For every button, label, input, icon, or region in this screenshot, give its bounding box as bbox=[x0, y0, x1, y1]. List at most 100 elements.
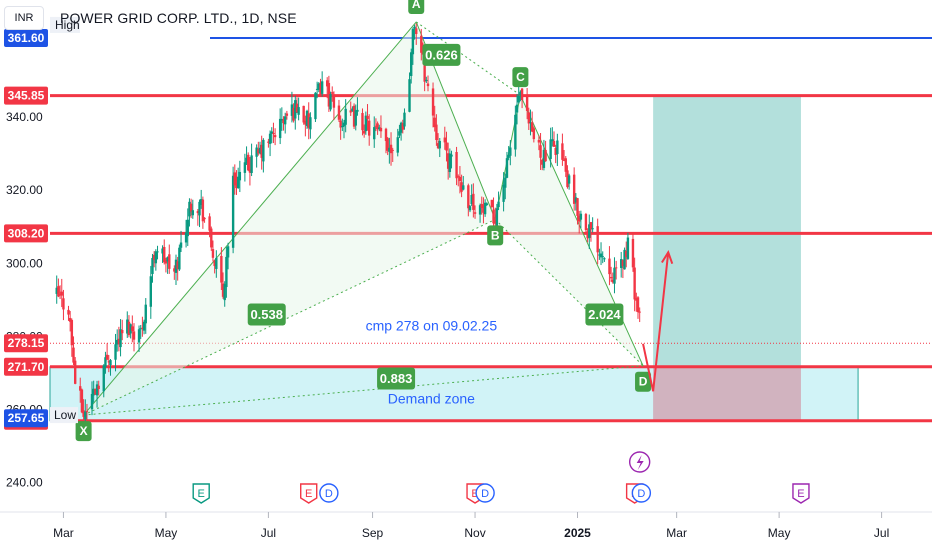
candle bbox=[131, 315, 134, 343]
ratio-label-bg bbox=[247, 303, 286, 326]
candle-body bbox=[562, 159, 566, 161]
candle bbox=[210, 226, 213, 251]
candle-body bbox=[284, 116, 287, 125]
candle-body bbox=[70, 320, 74, 346]
x-tick-label: Mar bbox=[666, 526, 687, 540]
candle-body bbox=[248, 169, 252, 173]
candle-body bbox=[426, 83, 430, 87]
candle-body bbox=[339, 120, 342, 128]
lightning-icon bbox=[636, 455, 644, 470]
candle-body bbox=[584, 214, 588, 231]
candle bbox=[74, 357, 77, 385]
candle-body bbox=[396, 137, 399, 153]
candle-body bbox=[621, 260, 625, 267]
candle bbox=[68, 310, 72, 332]
candle bbox=[201, 196, 205, 229]
candle bbox=[85, 403, 89, 422]
point-label-bg bbox=[635, 371, 652, 392]
candle-body bbox=[386, 138, 389, 151]
dividend-event-icon[interactable]: D bbox=[475, 483, 495, 503]
candle-body bbox=[255, 147, 258, 157]
candle bbox=[561, 133, 564, 166]
candle bbox=[139, 324, 142, 339]
pattern-point-b: B bbox=[487, 225, 504, 246]
candle bbox=[608, 246, 611, 286]
candle-body bbox=[326, 80, 329, 87]
candle bbox=[290, 91, 294, 123]
earnings-event-icon[interactable]: E bbox=[792, 483, 810, 504]
candle-body bbox=[366, 115, 369, 119]
candle bbox=[67, 305, 70, 321]
candle-body bbox=[376, 123, 379, 130]
candle-body bbox=[520, 88, 524, 100]
candle bbox=[156, 245, 159, 260]
candle-body bbox=[502, 184, 505, 202]
candle bbox=[572, 167, 576, 211]
candle-body bbox=[549, 139, 552, 159]
candle-body bbox=[636, 297, 640, 313]
earnings-event-icon[interactable]: E bbox=[192, 483, 210, 504]
candle bbox=[342, 119, 346, 139]
candle-body bbox=[541, 159, 544, 165]
candle-body bbox=[411, 29, 415, 55]
candle-body bbox=[596, 226, 599, 253]
pattern-point-d: D bbox=[635, 371, 652, 392]
position-target-zone bbox=[653, 95, 801, 367]
candle bbox=[284, 112, 287, 134]
candle bbox=[351, 106, 354, 112]
candle-body bbox=[389, 144, 393, 154]
currency-button[interactable]: INR bbox=[4, 6, 44, 30]
candle-body bbox=[572, 174, 576, 204]
candle-body bbox=[337, 105, 341, 120]
candle bbox=[478, 203, 482, 223]
candle-body bbox=[608, 258, 611, 275]
candle bbox=[70, 318, 74, 357]
candle-body bbox=[60, 291, 63, 296]
candle bbox=[151, 253, 154, 283]
x-tick-label: Sep bbox=[362, 526, 384, 540]
candle bbox=[364, 111, 368, 135]
candle-body bbox=[305, 110, 309, 126]
candle-body bbox=[168, 254, 171, 269]
candle bbox=[114, 333, 117, 372]
candle bbox=[126, 311, 129, 338]
dividend-event-icon[interactable]: D bbox=[319, 483, 339, 503]
event-badge-letter: D bbox=[481, 488, 489, 500]
candle bbox=[472, 183, 475, 218]
candle bbox=[576, 197, 579, 225]
candle-body bbox=[519, 91, 522, 95]
demand-zone-label: Demand zone bbox=[388, 391, 475, 407]
candle bbox=[530, 111, 534, 133]
candle-body bbox=[149, 276, 152, 307]
candle bbox=[220, 247, 223, 291]
candle bbox=[596, 218, 599, 265]
candle-body bbox=[191, 210, 194, 216]
candle-body bbox=[554, 147, 557, 156]
candle-body bbox=[514, 114, 517, 150]
candle-body bbox=[460, 182, 463, 192]
dividend-event-icon[interactable]: D bbox=[631, 483, 652, 503]
candle-body bbox=[588, 224, 591, 238]
earnings-event-icon[interactable]: E bbox=[300, 483, 318, 504]
candle bbox=[82, 399, 85, 422]
candle bbox=[221, 272, 225, 299]
pattern-point-x: X bbox=[75, 421, 92, 442]
candle-body bbox=[285, 113, 289, 116]
price-badge-bg bbox=[4, 357, 48, 376]
candle-body bbox=[315, 88, 319, 90]
candle bbox=[361, 108, 364, 136]
candle bbox=[268, 130, 272, 157]
candle bbox=[273, 128, 277, 146]
candle bbox=[467, 183, 470, 217]
candle bbox=[292, 103, 295, 123]
candle bbox=[552, 131, 556, 147]
ratio-label: 0.538 bbox=[247, 303, 286, 326]
candle bbox=[567, 173, 571, 190]
candle-body bbox=[236, 176, 240, 189]
split-event-icon[interactable] bbox=[628, 451, 651, 473]
candle bbox=[344, 99, 347, 133]
ratio-label: 2.024 bbox=[585, 303, 624, 326]
high-label: High bbox=[50, 16, 80, 33]
candle bbox=[399, 121, 403, 141]
